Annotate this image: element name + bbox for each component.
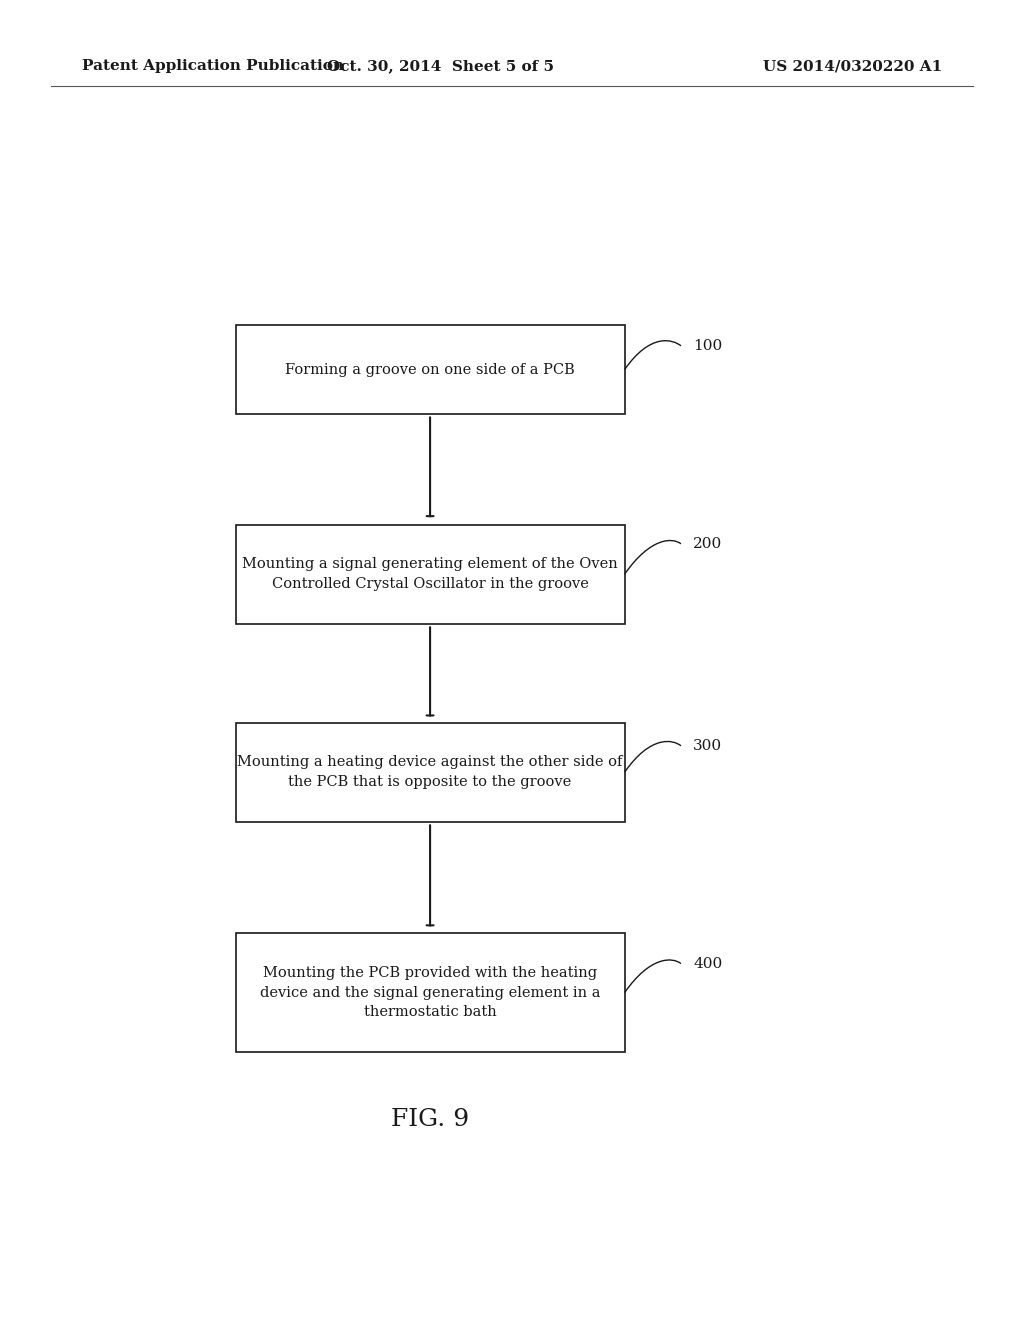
Text: 300: 300 [693, 739, 722, 752]
Text: 200: 200 [693, 537, 723, 550]
Text: Oct. 30, 2014  Sheet 5 of 5: Oct. 30, 2014 Sheet 5 of 5 [327, 59, 554, 74]
FancyBboxPatch shape [236, 722, 625, 821]
Text: Patent Application Publication: Patent Application Publication [82, 59, 344, 74]
Text: Mounting the PCB provided with the heating
device and the signal generating elem: Mounting the PCB provided with the heati… [260, 966, 600, 1019]
Text: Mounting a heating device against the other side of
the PCB that is opposite to : Mounting a heating device against the ot… [238, 755, 623, 789]
Text: US 2014/0320220 A1: US 2014/0320220 A1 [763, 59, 942, 74]
FancyBboxPatch shape [236, 325, 625, 414]
Text: Forming a groove on one side of a PCB: Forming a groove on one side of a PCB [286, 363, 574, 376]
Text: 100: 100 [693, 339, 723, 352]
Text: Mounting a signal generating element of the Oven
Controlled Crystal Oscillator i: Mounting a signal generating element of … [243, 557, 617, 591]
FancyBboxPatch shape [236, 525, 625, 624]
FancyBboxPatch shape [236, 933, 625, 1052]
Text: 400: 400 [693, 957, 723, 970]
Text: FIG. 9: FIG. 9 [391, 1107, 469, 1131]
